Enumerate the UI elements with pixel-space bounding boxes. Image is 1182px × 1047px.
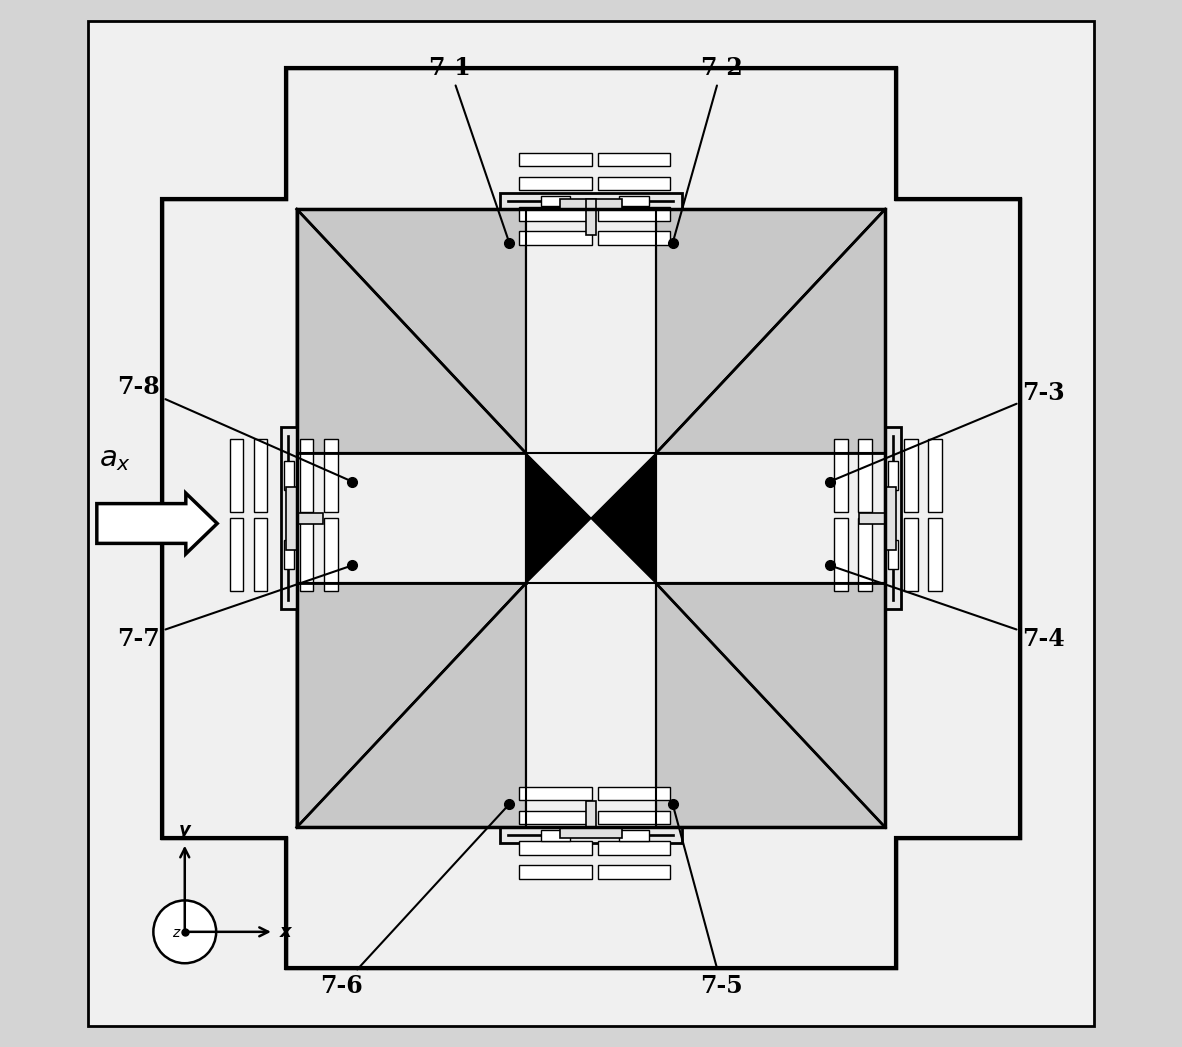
Bar (297, 209, 885, 827)
Text: z: z (173, 926, 180, 940)
Bar (598, 810, 670, 824)
Text: 7-3: 7-3 (832, 381, 1065, 481)
Polygon shape (526, 518, 591, 583)
Text: 7-5: 7-5 (674, 807, 743, 998)
Bar (888, 539, 898, 569)
Bar (519, 177, 591, 191)
Bar (519, 207, 591, 221)
Polygon shape (656, 583, 885, 827)
Bar (619, 196, 649, 206)
Bar (885, 427, 901, 609)
Bar (928, 439, 942, 512)
Bar (324, 517, 338, 591)
Bar (885, 487, 896, 550)
Bar (300, 517, 313, 591)
Bar (519, 231, 591, 245)
Polygon shape (162, 68, 1020, 968)
Bar (598, 786, 670, 800)
Bar (508, 834, 674, 836)
Bar (519, 810, 591, 824)
Bar (834, 517, 847, 591)
Polygon shape (297, 583, 526, 827)
Bar (284, 539, 294, 569)
Text: y: y (178, 821, 190, 840)
Bar (284, 461, 294, 490)
Polygon shape (591, 453, 656, 518)
Bar (526, 209, 656, 827)
Bar (834, 439, 847, 512)
Polygon shape (656, 209, 885, 453)
Bar (598, 153, 670, 166)
Bar (858, 439, 871, 512)
Bar (519, 786, 591, 800)
Circle shape (154, 900, 216, 963)
Text: $a_x$: $a_x$ (99, 445, 131, 472)
Bar (500, 194, 682, 209)
Bar (598, 865, 670, 878)
Text: 7-2: 7-2 (674, 57, 743, 240)
Bar (598, 231, 670, 245)
Bar (519, 865, 591, 878)
Polygon shape (526, 453, 591, 518)
Polygon shape (297, 209, 526, 453)
Bar (519, 153, 591, 166)
Polygon shape (297, 583, 526, 827)
Bar (586, 801, 596, 827)
Text: 7-1: 7-1 (428, 57, 508, 240)
Text: x: x (279, 922, 291, 941)
Polygon shape (297, 209, 526, 453)
Bar (286, 487, 297, 550)
Text: 7-4: 7-4 (832, 566, 1065, 650)
Polygon shape (656, 583, 885, 827)
Bar (254, 517, 267, 591)
Bar (858, 517, 871, 591)
Bar (619, 830, 649, 841)
Bar (888, 461, 898, 490)
Bar (559, 827, 623, 838)
Bar (300, 439, 313, 512)
Bar (297, 453, 885, 583)
Text: 7-7: 7-7 (117, 566, 350, 650)
Polygon shape (591, 518, 656, 583)
Bar (559, 199, 623, 209)
Bar (500, 827, 682, 843)
Bar (519, 841, 591, 854)
Bar (281, 427, 297, 609)
Polygon shape (656, 209, 885, 453)
Bar (928, 517, 942, 591)
Bar (859, 513, 885, 524)
Bar (598, 177, 670, 191)
Bar (254, 439, 267, 512)
Bar (297, 513, 323, 524)
Bar (297, 209, 885, 827)
Bar (904, 439, 917, 512)
Bar (540, 830, 570, 841)
Bar (904, 517, 917, 591)
Bar (540, 196, 570, 206)
Text: 7-8: 7-8 (117, 376, 350, 481)
Bar (229, 517, 243, 591)
Bar (508, 201, 674, 202)
Bar (598, 207, 670, 221)
Bar (324, 439, 338, 512)
FancyArrow shape (97, 493, 217, 554)
Bar (598, 841, 670, 854)
Bar (229, 439, 243, 512)
Text: 7-6: 7-6 (320, 806, 507, 998)
Bar (586, 199, 596, 236)
